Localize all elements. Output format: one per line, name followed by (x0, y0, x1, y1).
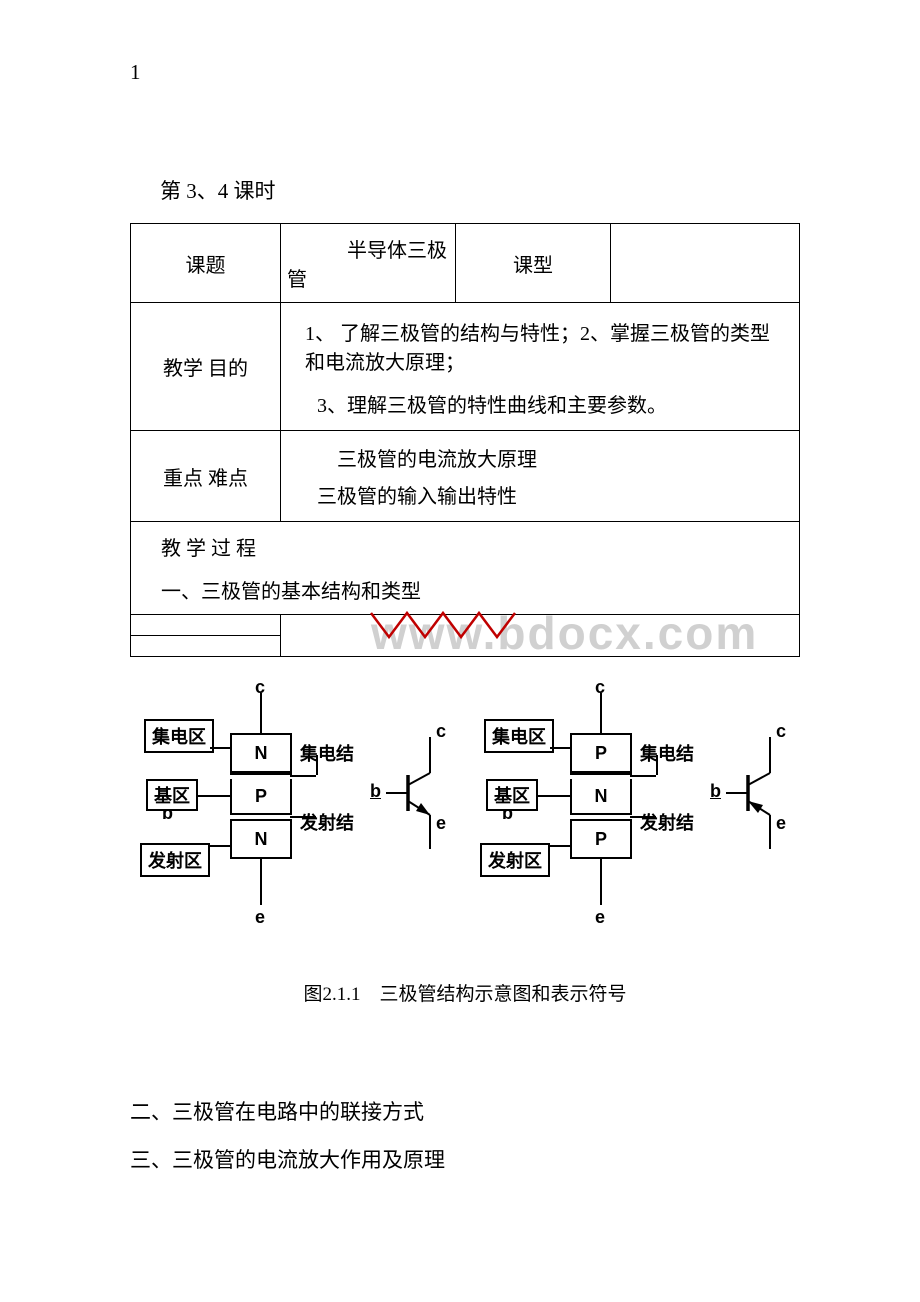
collector-junction-label: 集电结 (640, 740, 694, 766)
section-2-title: 二、三极管在电路中的联接方式 (130, 1096, 800, 1126)
zigzag-icon (371, 613, 515, 637)
process-title: 教 学 过 程 (161, 532, 793, 575)
symbol-pin-c: c (776, 721, 786, 742)
symbol-pin-c: c (436, 721, 446, 742)
empty-cell (131, 615, 281, 636)
section-3-title: 三、三极管的电流放大作用及原理 (130, 1144, 800, 1174)
symbol-pin-e: e (776, 813, 786, 834)
transistor-diagram-area: c N P N e b 集电区 集电结 基区 发射结 发射区 (130, 685, 800, 965)
leader-line (656, 755, 658, 775)
leader-line (210, 747, 230, 749)
emitter-region-label: 发射区 (140, 843, 210, 877)
leader-line (290, 816, 316, 818)
pnp-bot-layer: P (570, 819, 632, 859)
leader-line (550, 747, 570, 749)
objective-line: 3、理解三极管的特性曲线和主要参数。 (287, 383, 793, 420)
table-row: 课题 半导体三极管 课型 (131, 224, 800, 303)
pin-e-label: e (595, 907, 605, 928)
emitter-region-label: 发射区 (480, 843, 550, 877)
cell-topic-value: 半导体三极管 (281, 224, 456, 303)
keypoint-line: 三极管的输入输出特性 (287, 478, 793, 511)
leader-line (550, 845, 570, 847)
npn-bot-layer: N (230, 819, 292, 859)
pnp-diagram: c P N P e b 集电区 集电结 基区 发射结 发射区 c (480, 685, 790, 965)
keypoint-line: 三极管的电流放大原理 (287, 441, 793, 478)
figure-caption: 图2.1.1 三极管结构示意图和表示符号 (130, 979, 800, 1006)
section-1-title: 一、三极管的基本结构和类型 (161, 575, 793, 604)
npn-top-layer: N (230, 733, 292, 773)
table-row: www.bdocx.com (131, 615, 800, 636)
symbol-pin-b: b (710, 781, 721, 802)
page-number: 1 (130, 60, 800, 85)
cell-keypoints-label: 重点 难点 (131, 431, 281, 522)
objective-line: 1、 了解三极管的结构与特性；2、掌握三极管的类型和电流放大原理； (287, 313, 793, 383)
watermark-cell: www.bdocx.com (281, 615, 800, 657)
emitter-junction-label: 发射结 (300, 809, 354, 835)
wire (260, 859, 262, 905)
pnp-top-layer: P (570, 733, 632, 773)
symbol-pin-b: b (370, 781, 381, 802)
pin-e-label: e (255, 907, 265, 928)
pin-c-label: c (255, 677, 265, 698)
pnp-mid-layer: N (570, 779, 632, 813)
cell-objective-value: 1、 了解三极管的结构与特性；2、掌握三极管的类型和电流放大原理； 3、理解三极… (281, 303, 800, 431)
junction-line (230, 773, 292, 775)
table-row: 教学 目的 1、 了解三极管的结构与特性；2、掌握三极管的类型和电流放大原理； … (131, 303, 800, 431)
collector-region-label: 集电区 (484, 719, 554, 753)
wire (260, 693, 262, 733)
leader-line (210, 845, 230, 847)
cell-topic-label: 课题 (131, 224, 281, 303)
leader-line (316, 755, 318, 775)
empty-cell (131, 636, 281, 657)
wire (600, 859, 602, 905)
emitter-junction-label: 发射结 (640, 809, 694, 835)
cell-objective-label: 教学 目的 (131, 303, 281, 431)
base-region-label: 基区 (486, 779, 538, 811)
base-region-label: 基区 (146, 779, 198, 811)
npn-mid-layer: P (230, 779, 292, 813)
pin-c-label: c (595, 677, 605, 698)
cell-type-value (611, 224, 800, 303)
leader-line (290, 775, 316, 777)
cell-process-heading: 教 学 过 程 一、三极管的基本结构和类型 (131, 522, 800, 615)
lesson-period-title: 第 3、4 课时 (160, 175, 800, 205)
cell-keypoints-value: 三极管的电流放大原理 三极管的输入输出特性 (281, 431, 800, 522)
junction-line (570, 813, 632, 815)
wire (600, 693, 602, 733)
pnp-symbol-icon (722, 733, 786, 853)
table-row: 教 学 过 程 一、三极管的基本结构和类型 (131, 522, 800, 615)
leader-line (630, 775, 656, 777)
watermark-text: www.bdocx.com (370, 607, 758, 659)
collector-junction-label: 集电结 (300, 740, 354, 766)
collector-region-label: 集电区 (144, 719, 214, 753)
symbol-pin-e: e (436, 813, 446, 834)
cell-type-label: 课型 (456, 224, 611, 303)
table-row: 重点 难点 三极管的电流放大原理 三极管的输入输出特性 (131, 431, 800, 522)
leader-line (630, 816, 656, 818)
lesson-plan-table: 课题 半导体三极管 课型 教学 目的 1、 了解三极管的结构与特性；2、掌握三极… (130, 223, 800, 657)
npn-diagram: c N P N e b 集电区 集电结 基区 发射结 发射区 (140, 685, 450, 965)
junction-line (570, 773, 632, 775)
npn-symbol-icon (382, 733, 446, 853)
junction-line (230, 813, 292, 815)
